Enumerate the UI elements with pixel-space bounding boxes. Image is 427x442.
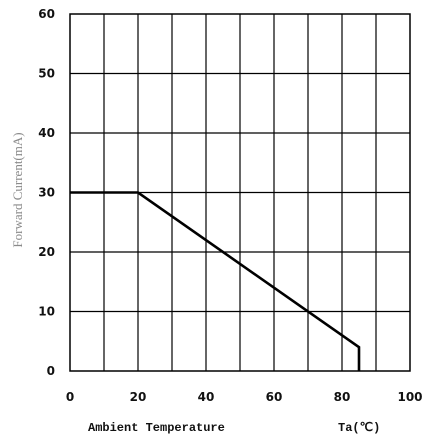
y-tick-label: 40 [38,126,55,140]
y-tick-label: 0 [47,364,55,378]
x-axis-label: Ambient Temperature [88,421,225,435]
x-tick-label: 20 [130,390,147,404]
y-axis-label: Forward Current(mA) [10,132,25,247]
y-tick-label: 50 [38,67,55,81]
y-tick-label: 20 [38,245,55,259]
x-tick-label: 60 [266,390,283,404]
x-tick-label: 80 [334,390,351,404]
y-tick-labels: 0 10 20 30 40 50 60 [38,7,55,378]
plot-frame [69,13,411,372]
y-tick-label: 60 [38,7,55,21]
x-tick-label: 100 [397,390,422,404]
x-tick-label: 0 [66,390,74,404]
x-tick-label: 40 [198,390,215,404]
x-axis-unit: Ta(℃) [338,421,380,435]
y-tick-label: 30 [38,186,55,200]
data-series [70,191,361,371]
x-tick-labels: 0 20 40 60 80 100 [66,390,423,404]
y-tick-label: 10 [38,305,55,319]
series-line [70,191,361,371]
